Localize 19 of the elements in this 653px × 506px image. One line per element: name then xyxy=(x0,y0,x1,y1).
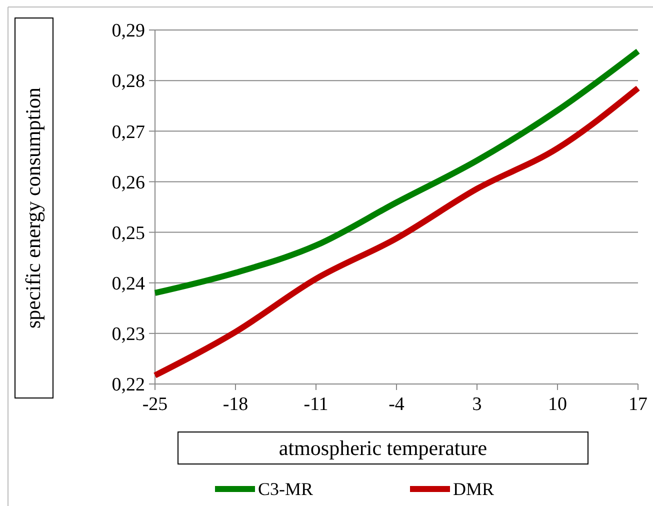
y-tick-label: 0,29 xyxy=(112,20,145,42)
x-tick-label: -4 xyxy=(388,394,405,415)
x-tick-label: 17 xyxy=(628,394,648,415)
legend-label: DMR xyxy=(453,479,494,499)
x-tick-label: 3 xyxy=(472,394,482,415)
y-tick-label: 0,25 xyxy=(112,222,145,244)
y-tick-label: 0,24 xyxy=(112,274,146,295)
y-tick-label: 0,27 xyxy=(112,122,145,143)
y-tick-label: 0,23 xyxy=(112,324,145,346)
y-tick-label: 0,22 xyxy=(112,374,145,396)
legend-label: C3-MR xyxy=(258,479,314,499)
x-tick-label: -11 xyxy=(304,394,328,415)
y-axis-title: specific energy consumption xyxy=(21,86,45,329)
x-axis-title: atmospheric temperature xyxy=(278,436,488,460)
y-tick-label: 0,28 xyxy=(112,71,145,92)
x-tick-label: -25 xyxy=(142,394,168,415)
x-tick-label: -18 xyxy=(222,394,248,415)
y-tick-label: 0,26 xyxy=(112,172,145,194)
x-tick-label: 10 xyxy=(548,394,567,415)
